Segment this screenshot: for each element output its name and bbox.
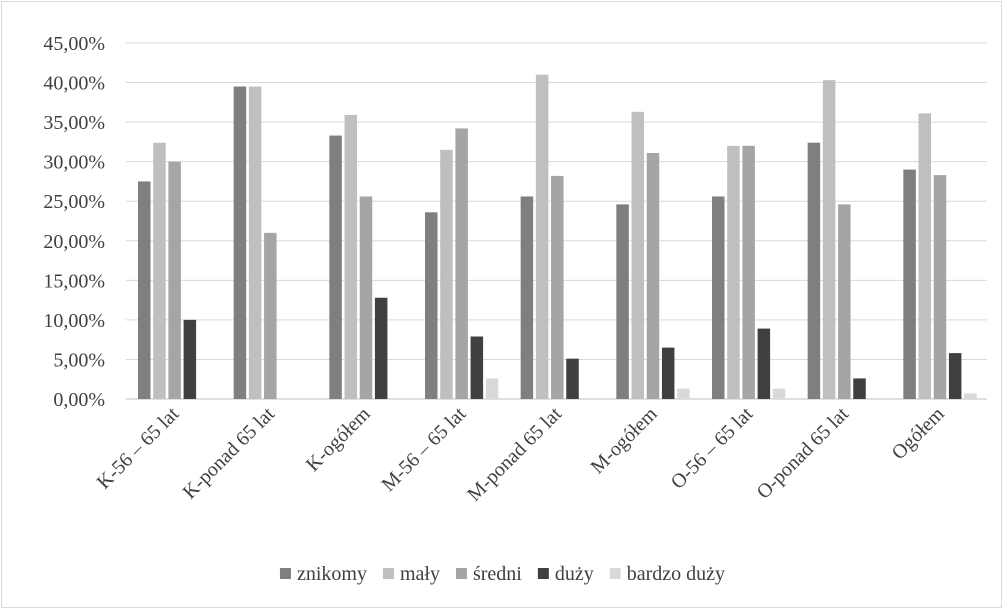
bar-mały-7: [822, 80, 836, 399]
bars: [138, 74, 977, 400]
bar-duży-3: [470, 336, 484, 399]
bar-średni-4: [551, 175, 564, 399]
y-tick-label: 20,00%: [43, 231, 105, 253]
bar-mały-4: [535, 74, 549, 400]
legend-swatch: [609, 568, 621, 579]
bar-znikomy-8: [903, 169, 916, 399]
legend-label: bardzo duży: [627, 563, 725, 585]
legend-swatch: [537, 568, 549, 579]
bar-duży-4: [566, 358, 579, 399]
bar-znikomy-5: [616, 204, 629, 399]
legend-item: bardzo duży: [609, 563, 725, 585]
x-category-label: M-ponad 65 lat: [463, 403, 566, 506]
x-category-label: O-ponad 65 lat: [753, 403, 854, 504]
bar-średni-7: [838, 204, 851, 399]
legend-item: duży: [537, 563, 594, 585]
x-category-label: Ogółem: [888, 403, 949, 464]
legend-item: średni: [455, 563, 522, 585]
bar-duży-6: [757, 328, 771, 399]
legend-label: duży: [555, 563, 594, 585]
bar-duży-2: [374, 297, 388, 399]
legend-item: znikomy: [279, 563, 367, 585]
legend-swatch: [279, 568, 291, 579]
x-category-label: K-ogółem: [302, 403, 375, 476]
bar-średni-8: [933, 175, 947, 399]
bar-mały-0: [153, 142, 166, 399]
bar-mały-5: [631, 111, 645, 400]
x-category-label: K-56 – 65 lat: [93, 403, 184, 494]
y-axis-tick-labels: 0,00% 5,00% 10,00% 15,00% 20,00% 25,00% 30,00%…: [43, 33, 105, 411]
y-tick-label: 45,00%: [43, 33, 105, 55]
bar-średni-3: [455, 128, 468, 399]
x-category-label: M-ogółem: [586, 403, 662, 479]
bar-duży-7: [853, 378, 866, 399]
bar-znikomy-3: [425, 212, 438, 399]
bar-mały-6: [727, 145, 740, 399]
bar-duży-8: [948, 353, 962, 399]
bar-znikomy-4: [520, 196, 534, 399]
legend-label: średni: [473, 563, 522, 585]
bar-duży-0: [183, 319, 197, 399]
y-tick-label: 5,00%: [53, 349, 105, 371]
y-tick-label: 10,00%: [43, 310, 105, 332]
bar-średni-2: [359, 196, 373, 399]
bar-średni-5: [646, 152, 660, 399]
legend-label: mały: [400, 563, 440, 585]
y-tick-label: 0,00%: [53, 389, 105, 411]
bar-znikomy-0: [138, 181, 151, 399]
y-tick-label: 25,00%: [43, 191, 105, 213]
bar-bardzo-duży-6: [772, 388, 786, 399]
bar-mały-2: [344, 114, 358, 399]
y-tick-label: 35,00%: [43, 112, 105, 134]
bar-bardzo-duży-5: [677, 388, 690, 399]
legend-swatch: [455, 568, 467, 579]
x-category-label: K-ponad 65 lat: [179, 403, 280, 504]
bar-bardzo-duży-3: [485, 378, 499, 399]
bar-średni-1: [264, 232, 277, 399]
bar-duży-5: [661, 347, 675, 399]
bar-bardzo-duży-8: [964, 393, 977, 399]
y-tick-label: 15,00%: [43, 270, 105, 292]
bar-mały-8: [918, 113, 932, 400]
legend: znikomy mały średni duży bardzo duży: [279, 563, 725, 585]
legend-label: znikomy: [297, 563, 367, 585]
bar-średni-6: [742, 145, 755, 399]
legend-item: mały: [382, 563, 440, 585]
bar-mały-1: [248, 86, 262, 399]
bar-średni-0: [168, 161, 181, 399]
y-tick-label: 30,00%: [43, 152, 105, 174]
bar-znikomy-7: [807, 142, 821, 399]
bar-znikomy-6: [712, 196, 725, 399]
legend-swatch: [382, 568, 394, 579]
x-category-label: O-56 – 65 lat: [667, 403, 758, 494]
bar-znikomy-1: [233, 86, 247, 399]
bar-znikomy-2: [329, 135, 342, 399]
x-category-label: M-56 – 65 lat: [377, 403, 470, 496]
y-tick-label: 40,00%: [43, 73, 105, 95]
bar-mały-3: [440, 149, 453, 399]
